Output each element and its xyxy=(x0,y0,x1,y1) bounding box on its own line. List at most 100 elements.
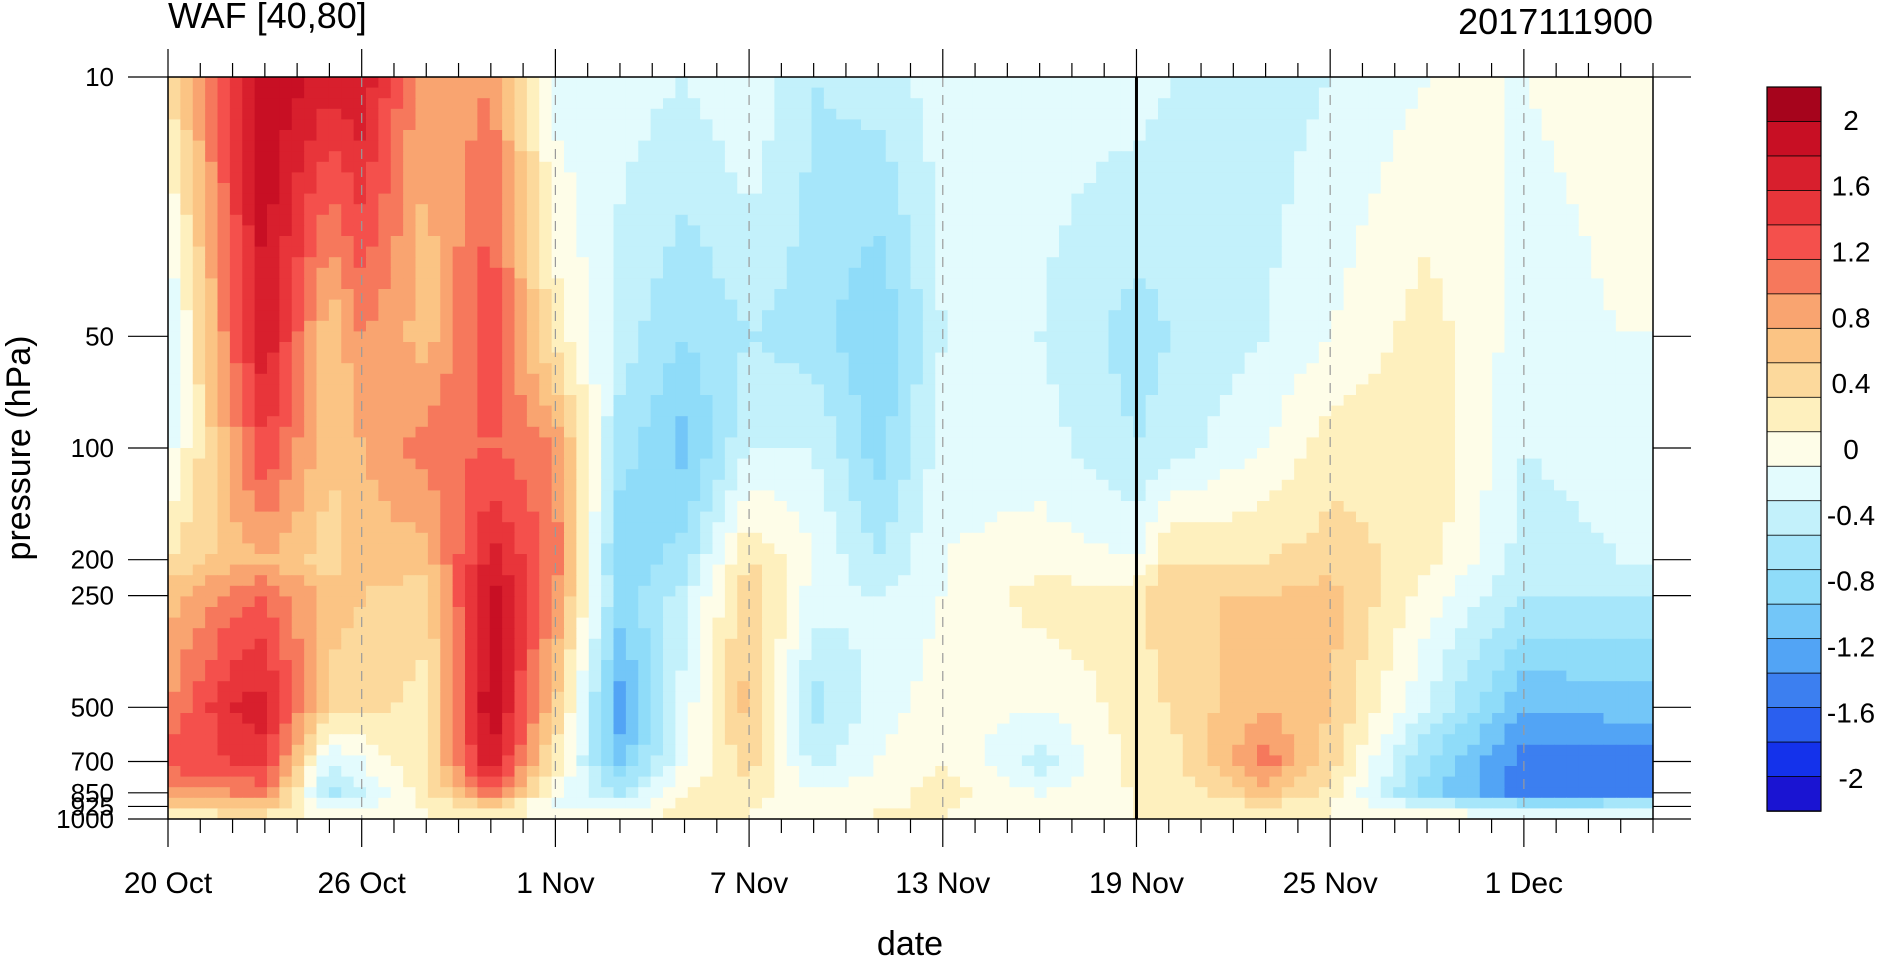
field-cell xyxy=(898,289,912,301)
field-cell xyxy=(947,246,961,258)
field-cell xyxy=(1158,236,1171,248)
field-cell xyxy=(403,469,417,481)
field-cell xyxy=(1145,119,1159,131)
field-cell xyxy=(1021,278,1035,290)
field-cell xyxy=(291,448,305,460)
field-cell xyxy=(1306,246,1320,258)
field-cell xyxy=(1120,278,1134,290)
field-cell xyxy=(1071,140,1085,152)
field-cell xyxy=(477,119,491,131)
field-cell xyxy=(1257,77,1270,89)
field-cell xyxy=(984,98,998,110)
field-cell xyxy=(848,395,862,407)
field-cell xyxy=(972,363,986,375)
field-cell xyxy=(304,204,318,216)
field-cell xyxy=(663,405,676,417)
field-cell xyxy=(972,490,986,502)
field-cell xyxy=(1356,384,1369,396)
field-cell xyxy=(502,501,516,513)
field-cell xyxy=(1368,119,1382,131)
field-cell xyxy=(366,363,379,375)
field-cell xyxy=(613,204,627,216)
field-cell xyxy=(1257,416,1270,428)
field-cell xyxy=(762,183,775,195)
field-cell xyxy=(328,130,342,142)
field-cell xyxy=(1442,257,1456,269)
field-cell xyxy=(1504,161,1518,173)
field-cell xyxy=(700,448,714,460)
field-cell xyxy=(1442,214,1456,226)
field-cell xyxy=(1492,140,1506,152)
field-cell xyxy=(1554,140,1567,152)
field-cell xyxy=(687,458,701,470)
field-cell xyxy=(625,490,639,502)
field-cell xyxy=(984,299,998,311)
field-cell xyxy=(1021,140,1035,152)
field-cell xyxy=(1615,426,1629,438)
field-cell xyxy=(1096,193,1110,205)
field-cell xyxy=(1096,342,1110,354)
field-cell xyxy=(749,204,763,216)
field-cell xyxy=(1046,183,1060,195)
field-cell xyxy=(762,236,775,248)
field-cell xyxy=(576,257,590,269)
field-cell xyxy=(1343,161,1357,173)
field-cell xyxy=(972,204,986,216)
field-cell xyxy=(984,151,998,163)
field-cell xyxy=(1294,267,1308,279)
field-cell xyxy=(1195,204,1209,216)
field-cell xyxy=(1046,331,1060,343)
field-cell xyxy=(341,183,355,195)
field-cell xyxy=(885,193,899,205)
field-cell xyxy=(1108,193,1122,205)
field-cell xyxy=(452,151,466,163)
field-cell xyxy=(1368,352,1382,364)
field-cell xyxy=(588,161,602,173)
field-cell xyxy=(1368,193,1382,205)
field-cell xyxy=(279,183,293,195)
field-cell xyxy=(1430,363,1444,375)
field-cell xyxy=(1430,278,1444,290)
field-cell xyxy=(502,108,516,120)
field-cell xyxy=(452,77,466,89)
field-cell xyxy=(1046,479,1060,491)
field-cell xyxy=(1244,77,1258,89)
field-cell xyxy=(1021,416,1035,428)
field-cell xyxy=(1368,395,1382,407)
field-cell xyxy=(1059,267,1072,279)
field-cell xyxy=(1046,87,1060,99)
field-cell xyxy=(1145,257,1159,269)
field-cell xyxy=(1578,193,1592,205)
field-cell xyxy=(687,193,701,205)
field-cell xyxy=(452,236,466,248)
field-cell xyxy=(762,299,775,311)
field-cell xyxy=(254,426,268,438)
field-cell xyxy=(650,236,664,248)
field-cell xyxy=(1578,257,1592,269)
field-cell xyxy=(601,225,615,237)
field-cell xyxy=(823,373,837,385)
field-cell xyxy=(984,204,998,216)
field-cell xyxy=(1145,140,1159,152)
field-cell xyxy=(378,204,392,216)
field-cell xyxy=(1021,299,1035,311)
field-cell xyxy=(1615,342,1629,354)
field-cell xyxy=(873,479,887,491)
field-cell xyxy=(997,331,1011,343)
field-cell xyxy=(984,490,998,502)
field-cell xyxy=(625,267,639,279)
field-cell xyxy=(935,310,949,322)
field-cell xyxy=(663,119,676,131)
field-cell xyxy=(1269,437,1283,449)
field-cell xyxy=(229,405,243,417)
field-cell xyxy=(1207,98,1221,110)
field-cell xyxy=(960,331,973,343)
field-cell xyxy=(762,77,775,89)
field-cell xyxy=(1009,183,1023,195)
field-cell xyxy=(613,257,627,269)
field-cell xyxy=(1554,384,1567,396)
field-cell xyxy=(502,246,516,258)
field-cell xyxy=(452,373,466,385)
field-cell xyxy=(724,257,738,269)
field-cell xyxy=(625,511,639,523)
